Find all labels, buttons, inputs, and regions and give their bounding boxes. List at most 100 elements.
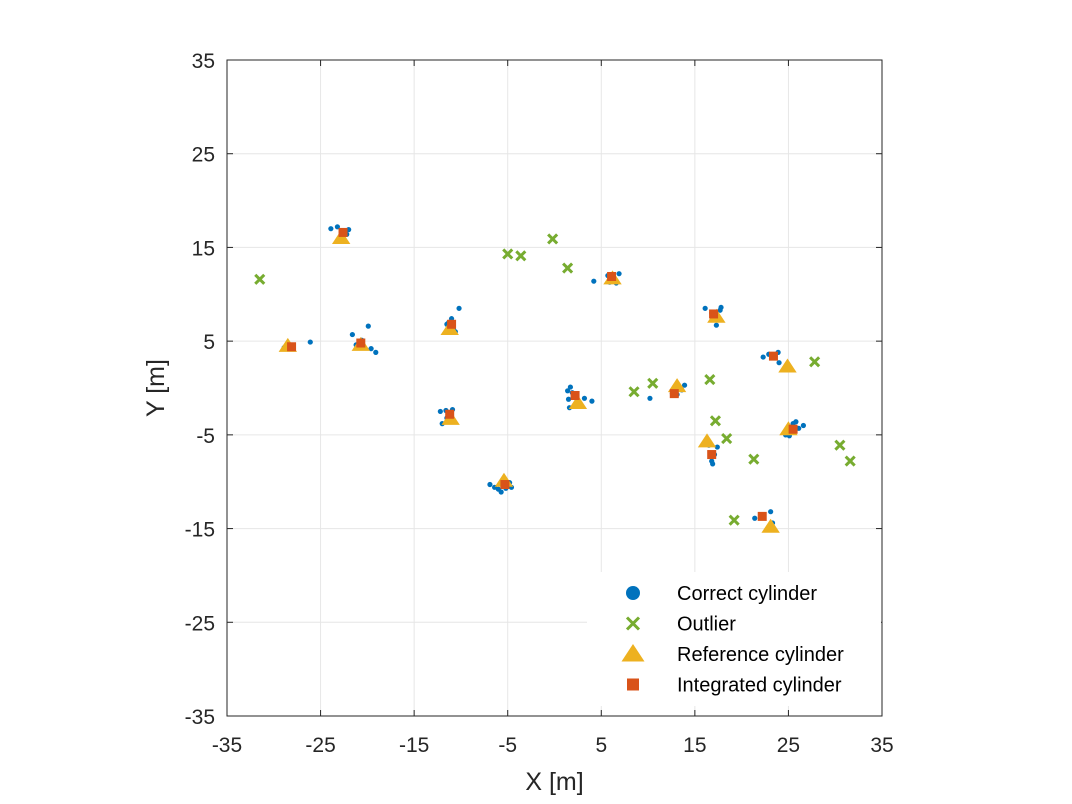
correct-cylinder-point [365,323,371,329]
outlier-point [709,415,722,427]
x-tick-label: -35 [212,734,242,757]
legend-marker-square [627,678,639,691]
integrated-cylinder-point [447,319,457,329]
axes-box [226,59,883,717]
x-axis-label: X [m] [525,768,583,796]
reference-cylinder-point [331,230,351,245]
correct-cylinder-point [349,331,355,338]
tick-labels: -35 -25 -15 -5 5 15 25 35 35 25 15 5 -5 -15 -25 -35 [185,50,894,757]
correct-cylinder-point [565,388,571,394]
reference-cylinder-point [778,358,797,373]
outlier-point [834,439,846,451]
x-tick-label: -15 [399,734,429,757]
y-tick-label: -5 [196,425,215,448]
correct-cylinder-point [368,346,374,352]
outlier-point [547,233,559,245]
correct-cylinder-point [718,304,724,311]
legend-marker-x [625,616,641,631]
x-tick-label: 15 [683,734,706,757]
outlier-point [704,374,716,386]
integrated-cylinder-point [500,480,510,490]
outlier-point [748,453,760,465]
legend-marker-triangle [621,644,645,662]
outlier-point [562,262,574,274]
y-tick-label: 15 [192,237,215,260]
integrated-cylinder-point [287,342,297,352]
y-tick-label: 25 [192,144,215,167]
outlier-point [515,250,527,262]
y-tick-label: -25 [185,612,215,635]
integrated-cylinder-point [356,338,366,348]
x-tick-label: 25 [777,734,800,757]
correct-cylinder-point [714,444,720,450]
data-markers [254,224,856,533]
outlier-point [254,273,266,285]
correct-cylinder-point [702,305,708,311]
correct-cylinder-point [437,408,443,415]
integrated-cylinder-point [788,424,798,434]
correct-cylinder-point [487,481,493,488]
y-axis-label: Y [m] [142,359,170,417]
legend-entry-label: Correct cylinder [677,583,817,605]
legend-entry-label: Integrated cylinder [677,675,842,697]
correct-cylinder-point [567,384,574,390]
reference-cylinder-point [761,518,780,533]
correct-cylinder-point [589,398,595,404]
y-tick-label: -35 [185,706,215,729]
reference-cylinder-points [278,230,798,533]
outlier-point [844,455,856,467]
legend-entry-label: Outlier [677,614,736,636]
integrated-cylinder-point [709,309,719,319]
outlier-point [728,514,740,526]
correct-cylinder-point [752,515,758,521]
x-tick-label: 5 [595,734,607,757]
integrated-cylinder-point [669,389,679,399]
integrated-cylinder-point [768,351,778,361]
legend-marker-circle [626,586,640,600]
correct-cylinder-point [565,396,572,402]
outlier-point [647,377,659,389]
x-tick-label: -5 [498,734,517,757]
reference-cylinder-point [667,378,687,393]
correct-cylinder-point [776,360,782,366]
outlier-point [721,433,733,445]
correct-cylinder-point [710,461,716,467]
legend-entry-label: Reference cylinder [677,644,844,666]
correct-cylinder-point [793,419,799,425]
correct-cylinder-point [373,349,379,355]
correct-cylinder-point [681,382,688,388]
correct-cylinder-point [760,354,766,360]
correct-cylinder-point [713,322,719,328]
y-tick-label: -15 [185,519,215,542]
y-tick-label: 5 [203,331,215,354]
x-tick-label: -25 [305,734,335,757]
correct-cylinder-point [591,278,597,284]
axes [226,59,883,717]
correct-cylinder-point [495,486,501,492]
correct-cylinder-point [307,339,313,345]
correct-cylinder-point [581,395,588,401]
correct-cylinder-point [328,226,334,232]
legend: Correct cylinder Outlier Reference cylinde… [587,572,881,706]
integrated-cylinder-point [570,390,580,400]
correct-cylinder-point [456,305,462,311]
correct-cylinder-point [647,395,653,401]
integrated-cylinder-point [445,409,455,419]
integrated-cylinder-points [287,227,798,521]
outlier-point [809,356,821,368]
integrated-cylinder-point [707,450,717,460]
integrated-cylinder-point [338,227,348,237]
reference-cylinder-point [568,394,588,409]
integrated-cylinder-point [607,271,617,281]
x-tick-label: 35 [870,734,893,757]
integrated-cylinder-point [757,511,767,521]
y-tick-label: 35 [192,50,215,73]
correct-cylinder-point [768,509,774,515]
outlier-points [254,233,856,526]
outlier-point [502,248,514,260]
reference-cylinder-point [697,433,717,448]
outlier-point [628,386,640,398]
correct-cylinder-point [616,271,622,277]
correct-cylinder-point [800,422,807,429]
